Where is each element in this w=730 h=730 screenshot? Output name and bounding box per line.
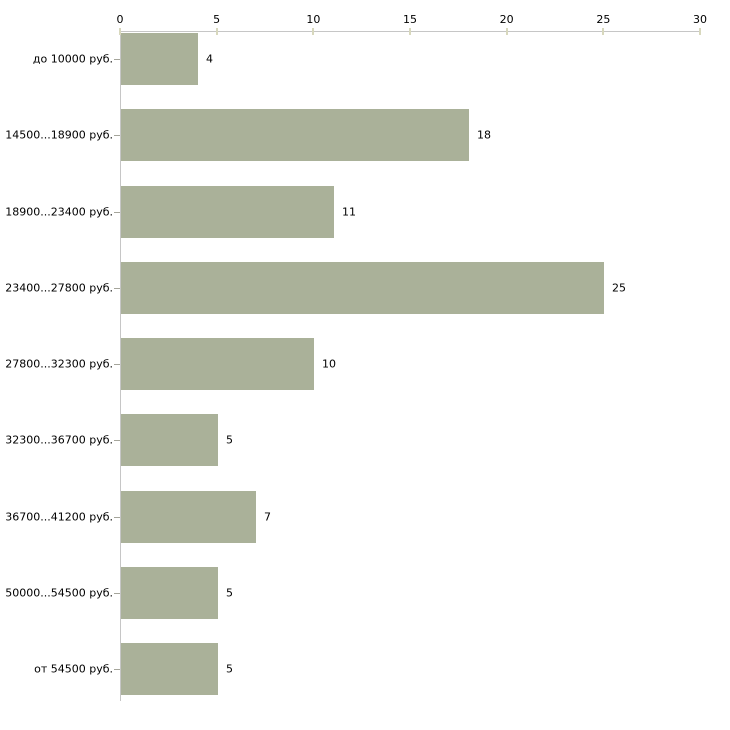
bar-value-label: 11	[342, 205, 356, 219]
category-label: 18900...23400 руб.	[5, 205, 113, 219]
category-tick	[114, 669, 120, 670]
x-axis-tick	[505, 28, 508, 35]
bar-value-label: 5	[226, 662, 233, 676]
category-label: 32300...36700 руб.	[5, 433, 113, 447]
x-axis-tick-label: 0	[116, 13, 124, 26]
category-label: до 10000 руб.	[32, 52, 113, 66]
category-label: 50000...54500 руб.	[5, 586, 113, 600]
x-axis-tick-label: 15	[403, 13, 417, 26]
category-label: 27800...32300 руб.	[5, 357, 113, 371]
x-axis-tick-label: 20	[499, 13, 514, 26]
bar-value-label: 18	[477, 128, 491, 142]
category-tick	[114, 135, 120, 136]
bar	[121, 338, 314, 390]
category-tick	[114, 59, 120, 60]
bar-value-label: 10	[322, 357, 336, 371]
bar-value-label: 5	[226, 433, 233, 447]
x-axis-tick-label: 10	[306, 13, 321, 26]
category-tick	[114, 593, 120, 594]
bar	[121, 33, 198, 85]
bar-value-label: 4	[206, 52, 213, 66]
x-axis-tick	[699, 28, 701, 35]
x-axis-tick-label: 30	[693, 13, 707, 26]
x-axis-tick	[119, 28, 121, 35]
bar	[121, 109, 469, 161]
category-tick	[114, 440, 120, 441]
bar	[121, 186, 334, 238]
category-label: 36700...41200 руб.	[5, 510, 113, 524]
category-tick	[114, 288, 120, 289]
category-tick	[114, 364, 120, 365]
bar-value-label: 25	[612, 281, 626, 295]
bar-value-label: 5	[226, 586, 233, 600]
bar	[121, 262, 604, 314]
y-axis-line	[120, 31, 121, 701]
category-tick	[114, 212, 120, 213]
x-axis-tick-label: 5	[213, 13, 221, 26]
bar	[121, 567, 218, 619]
category-label: от 54500 руб.	[34, 662, 113, 676]
category-tick	[114, 517, 120, 518]
category-label: 14500...18900 руб.	[5, 128, 113, 142]
category-label: 23400...27800 руб.	[5, 281, 113, 295]
x-axis-tick	[312, 28, 315, 35]
bar	[121, 414, 218, 466]
x-axis-tick-label: 25	[596, 13, 611, 26]
x-axis-tick	[409, 28, 411, 35]
bar-value-label: 7	[264, 510, 271, 524]
x-axis-tick	[215, 28, 218, 35]
bar	[121, 491, 256, 543]
x-axis-tick	[602, 28, 605, 35]
bar	[121, 643, 218, 695]
